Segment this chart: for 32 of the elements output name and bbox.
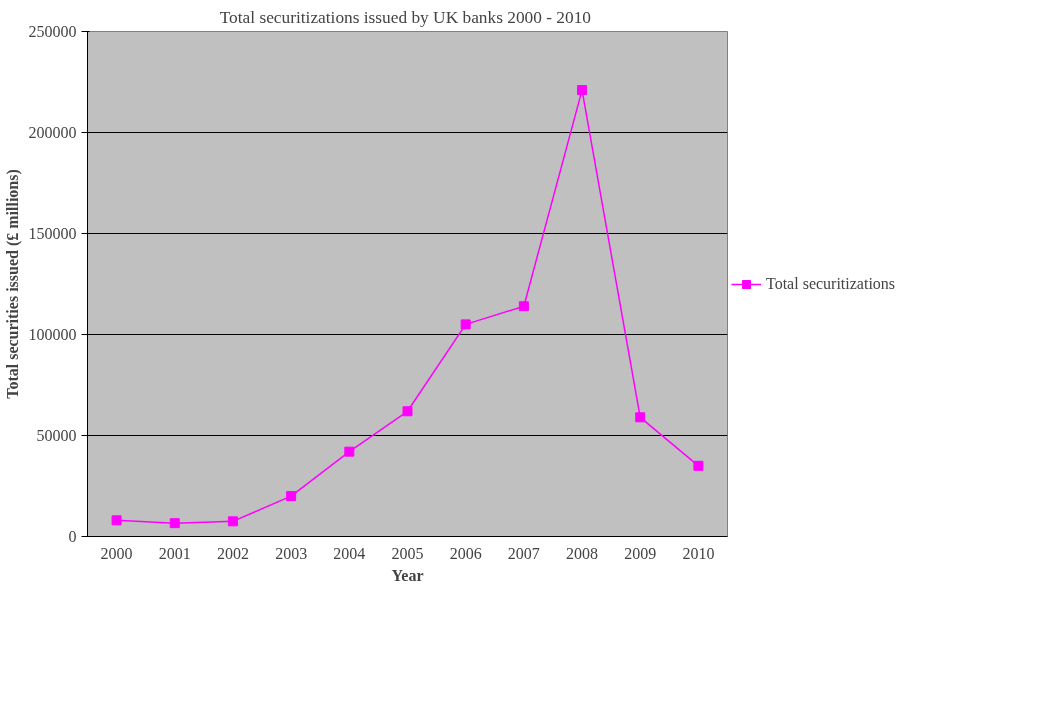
point [227, 516, 238, 527]
x-axis-title: Year [391, 566, 424, 584]
point [577, 85, 588, 96]
point [344, 446, 355, 457]
x-tick-label: 2005 [391, 544, 424, 562]
point [460, 319, 471, 330]
y-tick-label: 50000 [36, 427, 77, 444]
y-tick-label: 100000 [28, 326, 77, 343]
y-tick-label: 200000 [28, 124, 77, 141]
x-tick-label: 2008 [566, 544, 599, 562]
y-tick-label: 150000 [28, 225, 77, 242]
point [402, 406, 413, 417]
point [693, 460, 704, 471]
x-tick-label: 2004 [333, 544, 366, 562]
point [518, 301, 529, 312]
point [635, 412, 646, 423]
point [169, 518, 180, 529]
x-tick-label: 2010 [682, 544, 715, 562]
legend-label: Total securitizations [766, 274, 896, 293]
x-tick-label: 2006 [449, 544, 482, 562]
point [286, 491, 297, 502]
chart-title: Total securitizations issued by UK banks 2000 - 2010 [219, 7, 591, 27]
y-axis-title: Total securities issued (£ millions) [3, 169, 22, 399]
x-tick-label: 2007 [507, 544, 540, 562]
y-tick-label: 250000 [28, 23, 77, 40]
x-tick-label: 2001 [158, 544, 191, 562]
x-tick-label: 2009 [624, 544, 657, 562]
x-tick-label: 2003 [275, 544, 308, 562]
point [111, 515, 122, 526]
x-tick-label: 2002 [216, 544, 249, 562]
y-tick-label: 0 [68, 528, 77, 545]
x-tick-label: 2000 [100, 544, 133, 562]
